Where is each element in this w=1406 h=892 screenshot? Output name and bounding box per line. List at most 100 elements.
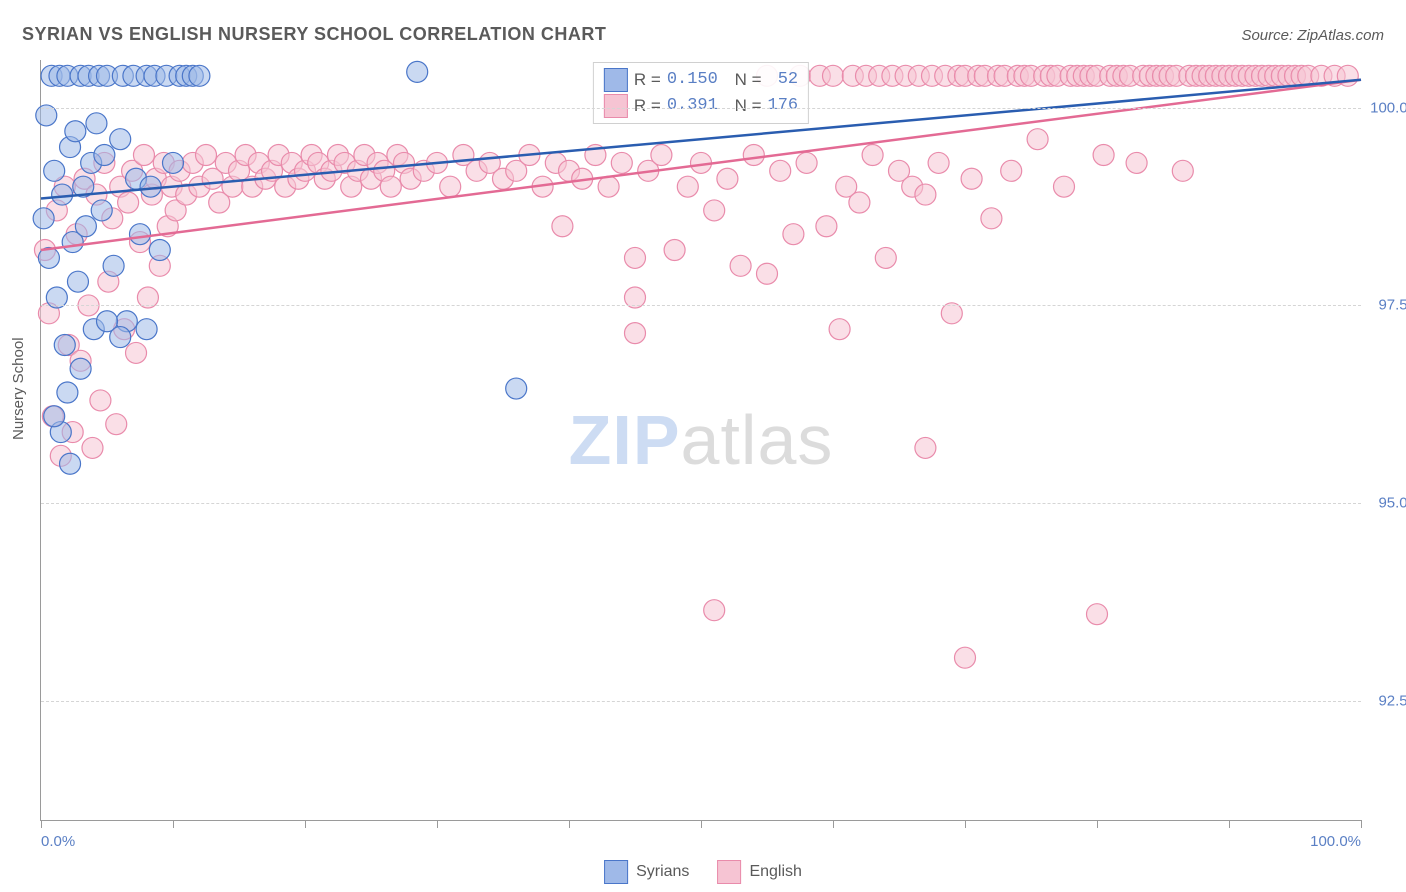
data-point xyxy=(106,414,127,435)
xtick-mark xyxy=(173,820,174,828)
data-point xyxy=(875,247,896,268)
data-point xyxy=(552,216,573,237)
data-point xyxy=(70,358,91,379)
data-point xyxy=(90,390,111,411)
chart-title: SYRIAN VS ENGLISH NURSERY SCHOOL CORRELA… xyxy=(22,24,606,45)
r-value-english: 0.391 xyxy=(667,93,718,119)
data-point xyxy=(862,145,883,166)
data-point xyxy=(1093,145,1114,166)
data-point xyxy=(757,263,778,284)
data-point xyxy=(829,319,850,340)
n-value-english: 176 xyxy=(768,93,799,119)
data-point xyxy=(849,192,870,213)
data-point xyxy=(149,240,170,261)
n-label: N = xyxy=(735,93,762,119)
data-point xyxy=(82,437,103,458)
gridline xyxy=(41,108,1361,109)
data-point xyxy=(1126,152,1147,173)
data-point xyxy=(664,240,685,261)
data-point xyxy=(440,176,461,197)
data-point xyxy=(54,335,75,356)
swatch-syrians xyxy=(604,68,628,92)
legend-row-syrians: R = 0.150 N = 52 xyxy=(604,67,798,93)
xtick-mark xyxy=(833,820,834,828)
data-point xyxy=(625,323,646,344)
data-point xyxy=(86,113,107,134)
xtick-mark xyxy=(965,820,966,828)
data-point xyxy=(1054,176,1075,197)
data-point xyxy=(961,168,982,189)
swatch-english xyxy=(604,94,628,118)
xtick-mark xyxy=(569,820,570,828)
data-point xyxy=(65,121,86,142)
data-point xyxy=(75,216,96,237)
data-point xyxy=(743,145,764,166)
gridline xyxy=(41,305,1361,306)
data-point xyxy=(1027,129,1048,150)
data-point xyxy=(816,216,837,237)
data-point xyxy=(611,152,632,173)
chart-svg xyxy=(41,60,1361,820)
data-point xyxy=(783,224,804,245)
data-point xyxy=(730,255,751,276)
xtick-mark xyxy=(437,820,438,828)
data-point xyxy=(110,327,131,348)
xtick-mark xyxy=(1097,820,1098,828)
data-point xyxy=(704,600,725,621)
data-point xyxy=(651,145,672,166)
data-point xyxy=(126,342,147,363)
xtick-mark xyxy=(701,820,702,828)
data-point xyxy=(1172,160,1193,181)
legend-label-english: English xyxy=(749,863,801,881)
plot-area: ZIPatlas R = 0.150 N = 52 R = 0.391 N = … xyxy=(40,60,1361,821)
swatch-syrians-icon xyxy=(604,860,628,884)
data-point xyxy=(163,152,184,173)
data-point xyxy=(196,145,217,166)
data-point xyxy=(140,176,161,197)
xtick-mark xyxy=(41,820,42,828)
data-point xyxy=(928,152,949,173)
r-value-syrians: 0.150 xyxy=(667,67,718,93)
gridline xyxy=(41,503,1361,504)
data-point xyxy=(506,378,527,399)
data-point xyxy=(60,453,81,474)
data-point xyxy=(110,129,131,150)
data-point xyxy=(94,145,115,166)
data-point xyxy=(189,65,210,86)
legend-label-syrians: Syrians xyxy=(636,863,689,881)
stats-legend: R = 0.150 N = 52 R = 0.391 N = 176 xyxy=(593,62,809,124)
data-point xyxy=(677,176,698,197)
data-point xyxy=(67,271,88,292)
data-point xyxy=(52,184,73,205)
chart-header: SYRIAN VS ENGLISH NURSERY SCHOOL CORRELA… xyxy=(22,24,1384,45)
legend-item-english: English xyxy=(717,860,801,884)
legend-row-english: R = 0.391 N = 176 xyxy=(604,93,798,119)
n-value-syrians: 52 xyxy=(768,67,799,93)
ytick-label: 100.0% xyxy=(1366,99,1406,116)
data-point xyxy=(796,152,817,173)
data-point xyxy=(57,382,78,403)
r-label: R = xyxy=(634,93,661,119)
data-point xyxy=(44,406,65,427)
n-label: N = xyxy=(735,67,762,93)
r-label: R = xyxy=(634,67,661,93)
y-axis-label: Nursery School xyxy=(10,337,27,440)
source-label: Source: ZipAtlas.com xyxy=(1241,27,1384,44)
xtick-mark xyxy=(1229,820,1230,828)
data-point xyxy=(598,176,619,197)
bottom-legend: Syrians English xyxy=(604,860,802,884)
data-point xyxy=(380,176,401,197)
legend-item-syrians: Syrians xyxy=(604,860,689,884)
data-point xyxy=(133,145,154,166)
data-point xyxy=(625,247,646,268)
data-point xyxy=(1001,160,1022,181)
data-point xyxy=(823,65,844,86)
data-point xyxy=(915,184,936,205)
data-point xyxy=(136,319,157,340)
data-point xyxy=(1087,604,1108,625)
data-point xyxy=(407,61,428,82)
data-point xyxy=(130,224,151,245)
data-point xyxy=(981,208,1002,229)
data-point xyxy=(770,160,791,181)
data-point xyxy=(915,437,936,458)
